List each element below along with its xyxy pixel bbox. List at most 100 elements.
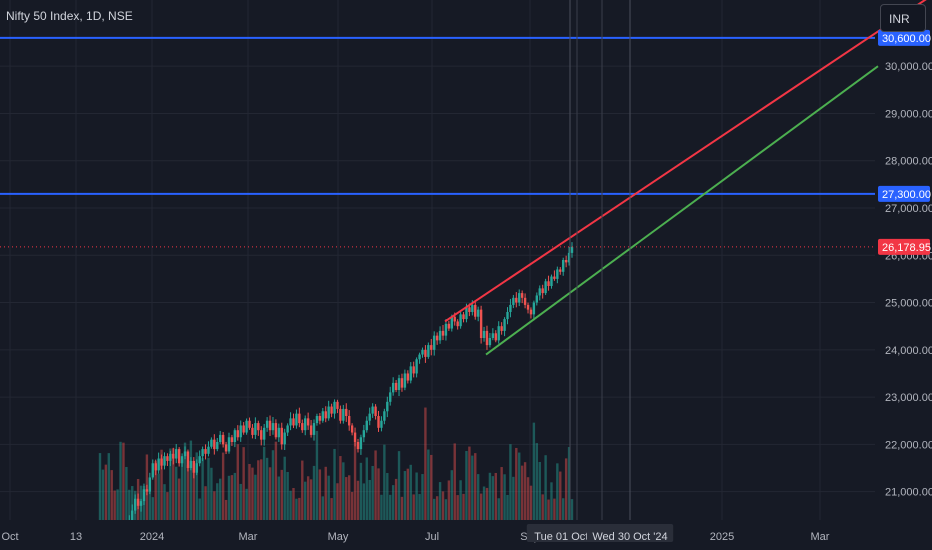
volume-bar [380,494,383,520]
volume-bar [479,493,483,520]
candle-body [482,330,486,338]
candle-body [538,288,541,296]
candle-body [356,442,360,450]
candle-body [403,373,407,388]
volume-bar [119,441,122,520]
candle-body [386,401,389,412]
candle-body [435,335,439,341]
y-tick-label: 27,000.00 [885,203,932,215]
volume-bar [391,485,395,520]
lower-trendline[interactable] [485,65,879,356]
currency-button[interactable]: INR [880,4,926,32]
candle-body [433,335,436,350]
horizontal-line-label: 27,300.00 [882,189,931,201]
candle-body [570,246,574,253]
candle-body [280,427,283,445]
volume-bar [306,476,310,520]
volume-bar [468,446,471,520]
candle-body [166,456,169,461]
candle-body [327,406,330,419]
x-tick-label: Mar [239,531,258,543]
volume-bar [500,467,503,520]
volume-bar [523,462,527,520]
volume-bar [350,491,354,520]
candle-body [224,444,228,452]
volume-bar [570,499,574,520]
candle-body [389,392,392,402]
volume-bar [465,450,468,520]
volume-bar [471,455,474,520]
candle-body [488,338,492,346]
volume-bar [318,469,322,520]
candle-body [409,366,412,381]
volume-bar [462,493,465,520]
candle-body [227,437,231,452]
y-tick-label: 28,000.00 [885,156,932,168]
volume-bar [210,467,213,520]
volume-bar [116,489,119,520]
candle-body [189,460,193,468]
candle-body [145,489,149,492]
candle-body [453,316,456,322]
volume-bar [441,491,445,520]
volume-bar [456,495,459,520]
volume-bar [564,458,568,520]
trendlines [444,0,932,356]
volume-bar [286,471,289,520]
candle-body [506,312,509,320]
volume-bar [394,478,398,520]
candle-body [295,413,298,426]
volume-bar [218,478,222,520]
candle-body [210,439,213,447]
volume-bar [415,472,418,520]
candle-body [459,314,462,327]
candle-body [397,378,401,390]
candle-body [347,416,351,426]
volume-bar [227,475,231,520]
volume-bar [104,464,108,520]
candle-body [383,411,386,421]
candle-body [465,307,468,320]
candle-body [233,430,237,442]
candle-body [286,425,289,433]
candle-body [544,281,547,294]
candle-body [160,458,163,466]
y-tick-label: 22,000.00 [885,439,932,451]
volume-bar [280,469,283,520]
volume-bar [347,475,351,520]
volume-bar [433,498,436,520]
volume-bar [526,477,530,520]
candle-body [148,477,152,492]
candle-body [430,345,433,350]
volume-bar [485,487,489,520]
volume-bar [239,483,242,520]
candle-body [535,295,539,303]
candle-body [157,458,160,471]
upper-trendline[interactable] [444,0,932,323]
candle-body [207,446,210,454]
y-tick-label: 21,000.00 [885,487,932,499]
volume-bar [497,498,500,520]
volume-bar [427,449,430,520]
candle-body [251,427,254,435]
candle-body [447,323,451,329]
volume-bar [386,473,389,520]
volume-bar [453,443,456,520]
volume-bar [532,422,536,520]
volume-bar [421,474,424,520]
volume-bar [198,498,201,520]
candle-body [559,269,562,272]
volume-bar [435,496,439,520]
candle-body [177,449,181,464]
candle-body [377,416,380,428]
volume-bar [283,456,286,520]
candle-body [204,449,207,454]
horizontal-lines [0,36,875,248]
volume-bar [268,467,272,520]
volume-bar [368,479,371,520]
volume-bar [169,448,172,520]
candle-body [500,326,503,331]
candle-body [330,406,333,414]
volume-bar [333,448,336,520]
